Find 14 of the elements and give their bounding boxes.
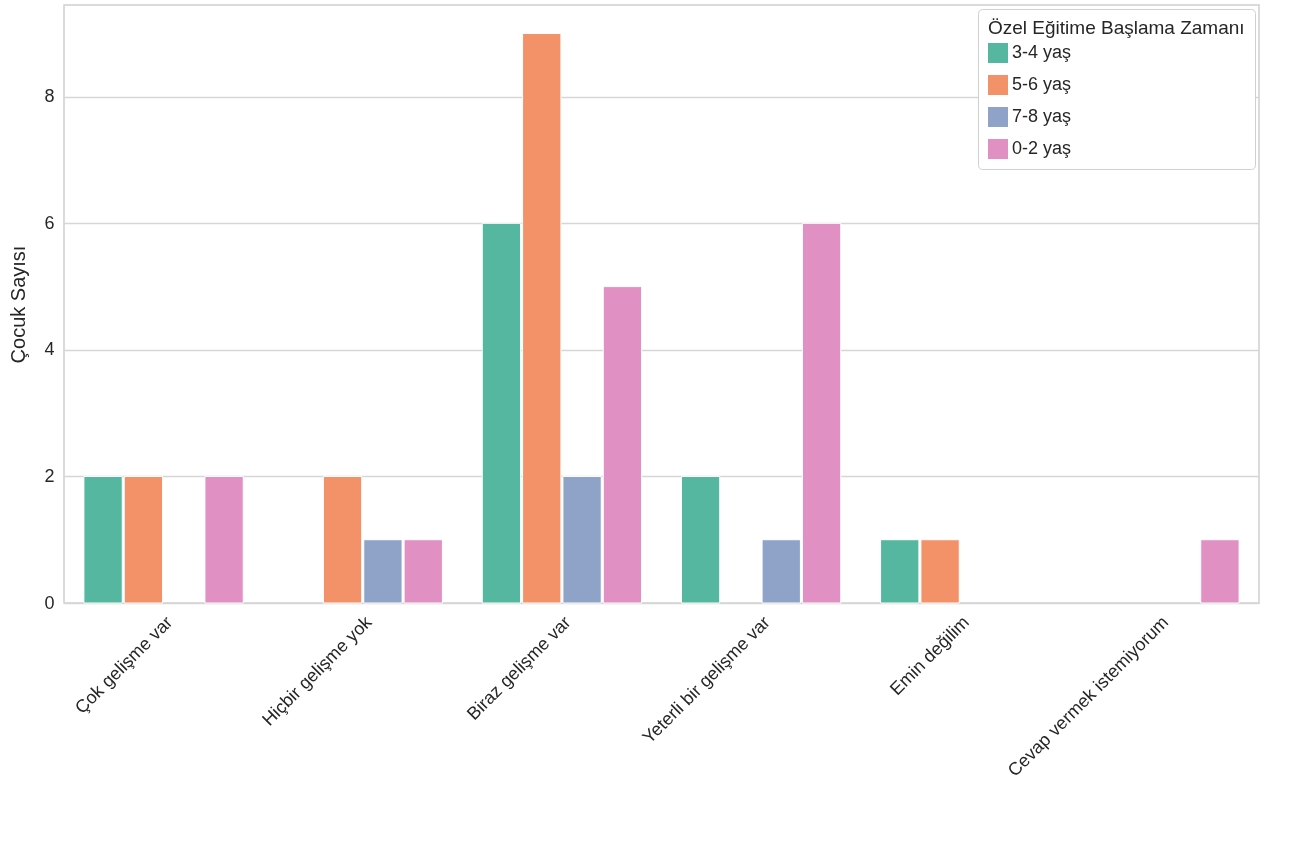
bar <box>1200 539 1240 604</box>
legend-label: 7-8 yaş <box>1012 106 1072 126</box>
y-tick-label: 2 <box>44 465 55 486</box>
y-tick-label: 8 <box>44 86 55 107</box>
legend-label: 0-2 yaş <box>1012 138 1072 158</box>
bar <box>680 475 721 604</box>
bar <box>204 475 244 604</box>
legend-label: 3-4 yaş <box>1012 42 1072 62</box>
legend-label: 5-6 yaş <box>1012 74 1072 94</box>
y-axis-title: Çocuk Sayısı <box>7 245 30 364</box>
y-tick-label: 6 <box>44 212 55 233</box>
y-tick-label: 0 <box>44 592 55 613</box>
y-tick-label: 4 <box>44 339 55 360</box>
legend-title: Özel Eğitime Başlama Zamanı <box>988 17 1245 38</box>
